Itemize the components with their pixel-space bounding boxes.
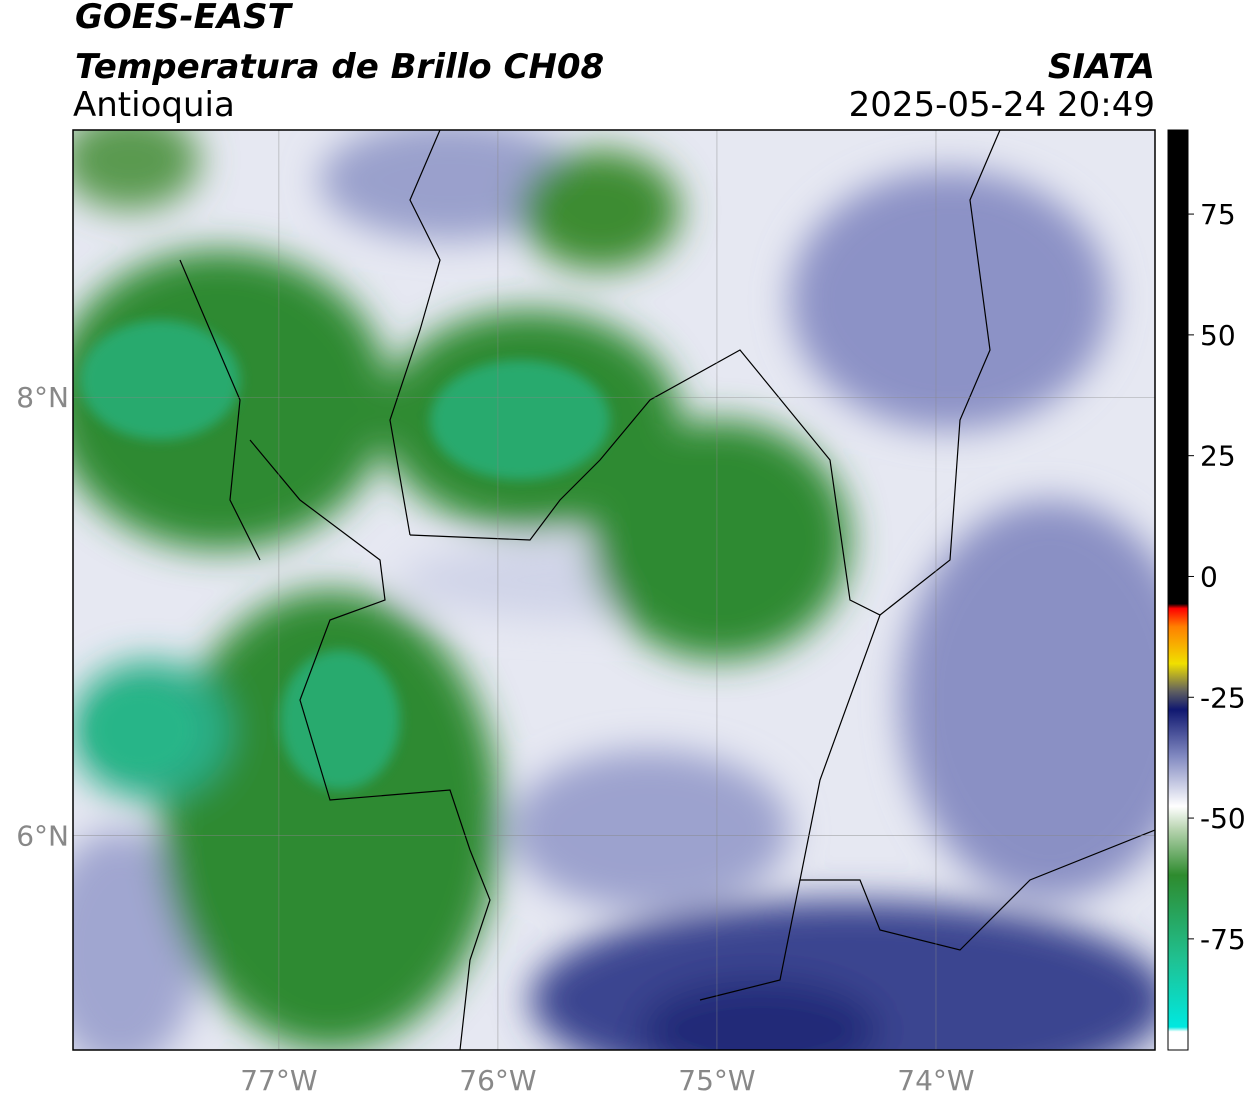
colorbar-tick-label: -25: [1200, 681, 1246, 714]
y-tick-label: 8°N: [16, 381, 69, 414]
colorbar-tick-label: -50: [1200, 802, 1246, 835]
timestamp: 2025-05-24 20:49: [849, 85, 1155, 125]
colorbar: [1167, 129, 1189, 1051]
x-tick-label: 75°W: [678, 1064, 755, 1097]
colorbar-tick-label: 25: [1200, 440, 1236, 473]
colorbar-tick-label: 50: [1200, 319, 1236, 352]
x-tick-label: 76°W: [459, 1064, 536, 1097]
colorbar-tick-label: 0: [1200, 560, 1218, 593]
title: GOES-EAST: [75, 0, 294, 37]
x-tick-label: 77°W: [240, 1064, 317, 1097]
source: SIATA: [1048, 47, 1155, 87]
colorbar-tick-label: 75: [1200, 198, 1236, 231]
colorbar-tick-label: -75: [1200, 923, 1246, 956]
x-tick-label: 74°W: [897, 1064, 974, 1097]
borders: [179, 130, 1155, 1050]
subtitle: Temperatura de Brillo CH08: [75, 47, 604, 87]
region: Antioquia: [73, 85, 235, 125]
map-frame: [72, 129, 1156, 1051]
satellite-image: [73, 130, 1155, 1050]
y-tick-label: 6°N: [16, 819, 69, 852]
